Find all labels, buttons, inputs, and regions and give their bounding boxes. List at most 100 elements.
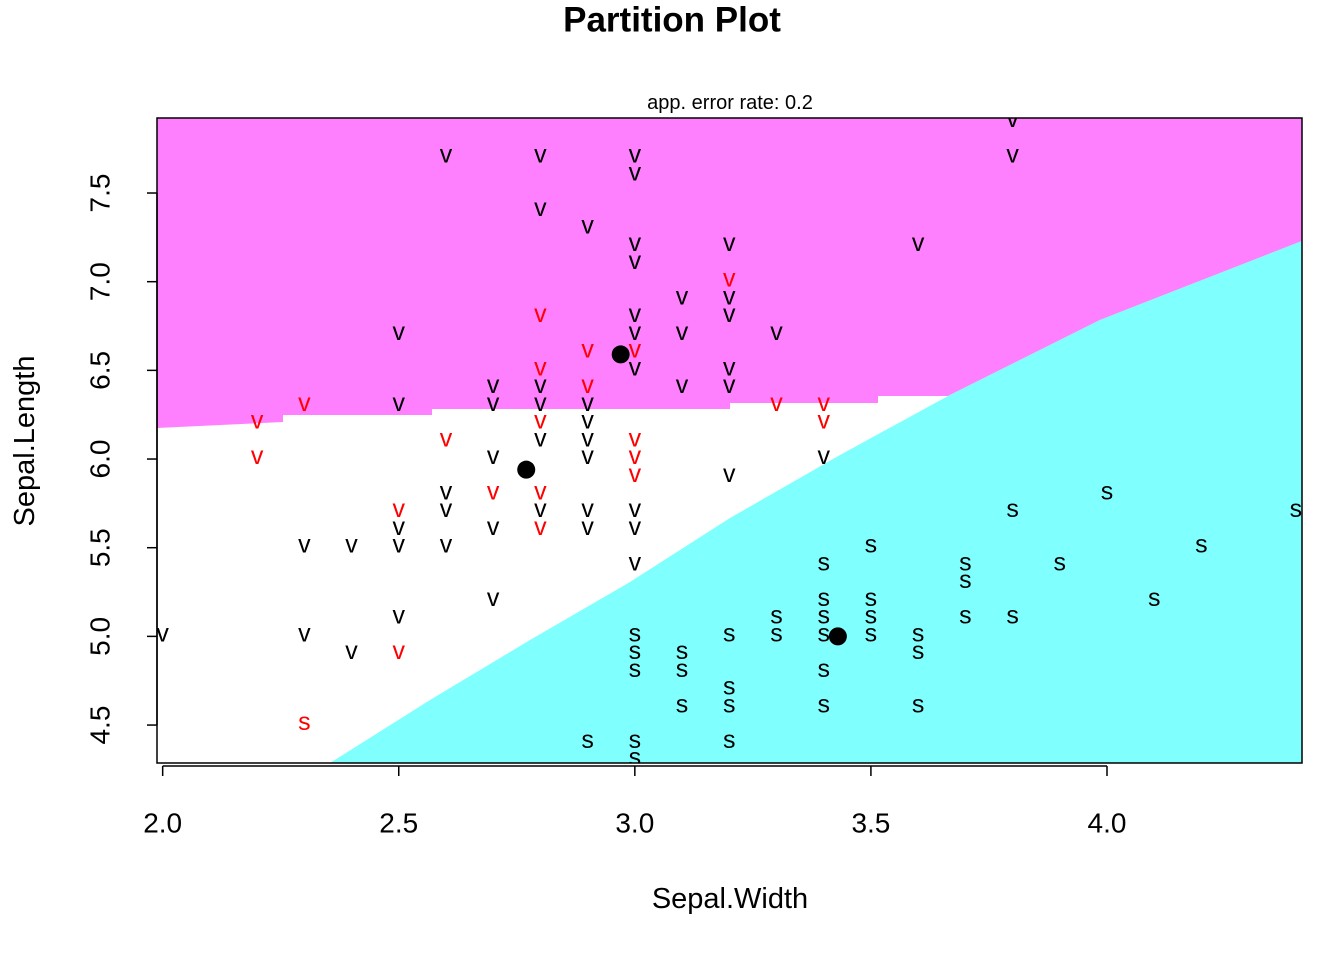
point-label: s <box>723 673 736 701</box>
point-label: s <box>912 619 925 647</box>
point-label: v <box>534 478 547 506</box>
point-label: s <box>912 637 925 665</box>
point-label: v <box>723 282 736 310</box>
point-label: s <box>676 690 689 718</box>
point-label: v <box>534 371 547 399</box>
point-label: v <box>629 318 642 346</box>
point-label: s <box>1006 495 1019 523</box>
point-label: s <box>817 619 830 647</box>
point-label: v <box>251 442 264 470</box>
region <box>330 241 1302 763</box>
point-label: v <box>298 531 311 559</box>
point-label: s <box>865 531 878 559</box>
point-label: s <box>817 602 830 630</box>
point-label: s <box>817 655 830 683</box>
y-tick-label: 5.5 <box>85 528 116 567</box>
point-label: s <box>770 602 783 630</box>
point-label: v <box>487 584 500 612</box>
point-label: s <box>629 726 642 754</box>
point-label: s <box>912 690 925 718</box>
point-label: v <box>629 353 642 381</box>
point-label: s <box>723 619 736 647</box>
point-label: v <box>440 495 453 523</box>
points: vvvvvvsvvvvvvvvvvvvvvvvvvvvvvvvvvvvvvvvv… <box>156 105 1302 763</box>
point-label: v <box>392 513 405 541</box>
x-tick-label: 2.0 <box>143 808 182 839</box>
point-label: v <box>534 389 547 417</box>
point-label: v <box>629 442 642 470</box>
point-label: v <box>156 619 169 647</box>
point-label: v <box>817 442 830 470</box>
point-label: v <box>629 158 642 186</box>
point-label: v <box>676 318 689 346</box>
centroid <box>828 627 847 646</box>
point-label: v <box>581 442 594 470</box>
point-label: v <box>534 424 547 452</box>
point-label: v <box>723 353 736 381</box>
point-label: v <box>912 229 925 257</box>
point-label: v <box>629 300 642 328</box>
point-label: s <box>629 619 642 647</box>
point-label: s <box>959 566 972 594</box>
point-label: v <box>1006 141 1019 169</box>
point-label: s <box>676 655 689 683</box>
y-tick-label: 6.0 <box>85 440 116 479</box>
point-label: s <box>817 584 830 612</box>
point-label: v <box>676 371 689 399</box>
point-label: v <box>629 336 642 364</box>
point-label: v <box>629 141 642 169</box>
decision-regions <box>157 118 1302 763</box>
point-label: v <box>817 389 830 417</box>
point-label: v <box>298 389 311 417</box>
centroid <box>611 345 630 364</box>
region <box>157 118 1302 428</box>
point-label: s <box>865 584 878 612</box>
point-label: v <box>581 211 594 239</box>
point-label: v <box>723 229 736 257</box>
point-label: s <box>865 619 878 647</box>
point-label: v <box>1006 105 1019 133</box>
point-label: v <box>392 495 405 523</box>
point-label: s <box>1101 478 1114 506</box>
x-tick-label: 3.0 <box>615 808 654 839</box>
x-axis-label: Sepal.Width <box>652 883 808 915</box>
centroid <box>517 460 536 479</box>
point-label: s <box>1054 548 1067 576</box>
point-label: s <box>581 726 594 754</box>
point-label: v <box>534 353 547 381</box>
point-label: s <box>959 602 972 630</box>
point-label: v <box>581 513 594 541</box>
point-label: v <box>723 265 736 293</box>
point-label: v <box>487 442 500 470</box>
point-label: v <box>629 424 642 452</box>
point-label: v <box>392 318 405 346</box>
point-label: s <box>1006 602 1019 630</box>
y-tick-label: 7.5 <box>85 174 116 213</box>
point-label: s <box>1195 531 1208 559</box>
point-label: v <box>581 336 594 364</box>
x-tick-label: 3.5 <box>851 808 890 839</box>
chart-title: Partition Plot <box>563 1 781 40</box>
point-label: s <box>959 548 972 576</box>
y-tick-label: 6.5 <box>85 351 116 390</box>
point-label: v <box>629 513 642 541</box>
point-label: v <box>534 194 547 222</box>
point-label: v <box>676 282 689 310</box>
point-label: v <box>534 513 547 541</box>
point-label: v <box>298 619 311 647</box>
point-label: s <box>770 619 783 647</box>
point-label: s <box>629 655 642 683</box>
point-label: v <box>534 495 547 523</box>
point-label: v <box>487 389 500 417</box>
point-label: v <box>392 531 405 559</box>
point-label: v <box>440 141 453 169</box>
point-label: v <box>440 478 453 506</box>
point-label: v <box>440 531 453 559</box>
point-label: v <box>581 424 594 452</box>
point-label: v <box>534 141 547 169</box>
point-label: v <box>723 371 736 399</box>
point-label: s <box>817 548 830 576</box>
point-label: s <box>723 690 736 718</box>
